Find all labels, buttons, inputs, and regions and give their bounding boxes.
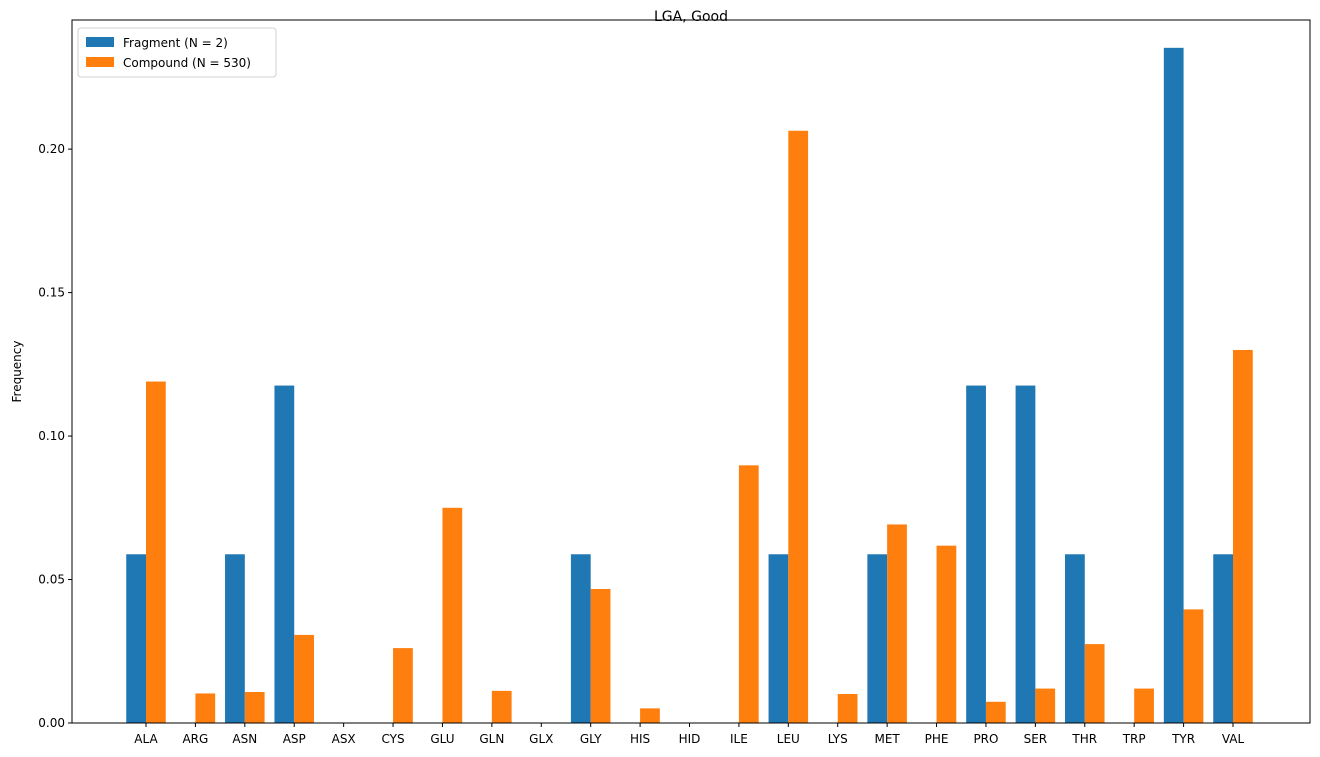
x-tick-label: HID [679,732,701,746]
plot-frame [71,19,1311,724]
bar-compound-pro [985,701,1006,723]
bar-fragment-leu [768,554,789,723]
bar-compound-lys [837,694,858,723]
bar-fragment-thr [1065,554,1085,723]
legend-swatch-fragment [86,37,114,47]
axes-layer: 0.00 0.05 0.10 0.15 0.20 ALA ARG ASN ASP ASX CYS GL… [38,19,1311,746]
x-tick-label: LEU [777,732,800,746]
x-tick-label: CYS [381,732,404,746]
bar-compound-asn [244,692,265,723]
legend-label-fragment: Fragment (N = 2) [123,36,228,50]
y-tick-label: 0.10 [38,429,65,443]
bar-compound-leu [788,130,809,723]
bar-compound-trp [1134,688,1154,723]
x-tick-label: TYR [1171,732,1195,746]
x-tick-label: ASP [283,732,306,746]
legend-box [77,27,277,78]
bar-fragment-tyr [1163,47,1184,723]
bar-fragment-val [1213,554,1233,723]
legend-label-compound: Compound (N = 530) [123,56,251,70]
bar-compound-ile [738,465,759,723]
bar-fragment-asn [225,554,245,723]
bar-compound-ala [146,381,166,723]
bar-compound-asp [294,634,314,723]
x-tick-label: TRP [1122,732,1146,746]
y-tick-label: 0.15 [38,286,65,300]
x-tick-label: PHE [925,732,949,746]
x-tick-label: SER [1024,732,1048,746]
bar-fragment-ala [126,554,146,723]
x-tick-label: LYS [828,732,848,746]
bar-fragment-ser [1015,385,1036,723]
bar-compound-gly [590,589,611,723]
bar-fragment-pro [966,385,986,723]
bar-compound-arg [195,693,216,723]
x-tick-label: ARG [182,732,208,746]
x-tick-label: ILE [730,732,748,746]
x-tick-label: HIS [630,732,650,746]
bar-compound-met [887,524,907,723]
bar-compound-tyr [1183,609,1204,723]
x-tick-label: MET [875,732,901,746]
x-tick-label: ALA [134,732,158,746]
x-tick-label: GLY [580,732,602,746]
bar-fragment-met [867,554,888,723]
bar-compound-gln [491,690,512,723]
x-tick-label: GLX [529,732,553,746]
chart-title: LGA, Good [654,9,728,25]
x-tick-label: VAL [1222,732,1245,746]
x-tick-label: ASN [232,732,257,746]
bar-fragment-gly [570,554,591,723]
bar-compound-thr [1084,644,1105,723]
bar-compound-val [1233,349,1253,723]
x-tick-label: PRO [973,732,998,746]
legend-swatch-compound [86,57,114,67]
bar-compound-glu [442,507,463,723]
y-tick-label: 0.20 [38,142,65,156]
x-tick-label: GLU [430,732,454,746]
legend: Fragment (N = 2) Compound (N = 530) [77,27,277,78]
x-tick-label: THR [1071,732,1097,746]
x-tick-label: ASX [332,732,356,746]
bar-compound-cys [393,648,413,723]
bar-fragment-asp [274,385,295,723]
bars-layer [126,47,1253,723]
y-axis-title: Frequency [10,341,24,403]
bar-compound-phe [936,545,957,723]
bar-compound-ser [1035,688,1056,723]
y-tick-label: 0.00 [38,716,65,730]
x-tick-label: GLN [479,732,504,746]
y-tick-label: 0.05 [38,573,65,587]
bar-compound-his [640,708,660,723]
